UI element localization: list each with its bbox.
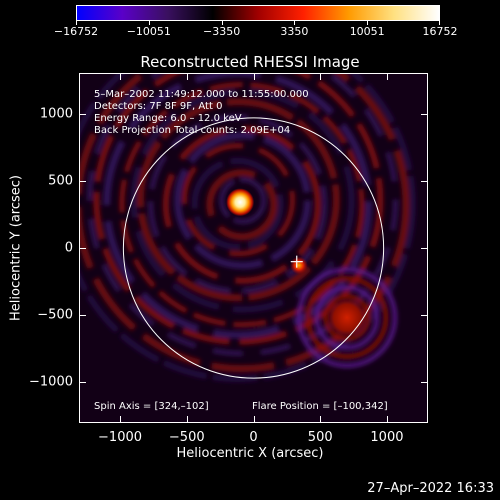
tertiary-source bbox=[324, 295, 369, 340]
ripple-ring bbox=[93, 74, 384, 345]
spin-axis-marker bbox=[290, 255, 303, 268]
x-tick-label: −1000 bbox=[98, 430, 143, 445]
ripple-ring bbox=[80, 74, 416, 382]
timestamp: 27–Apr–2022 16:33 bbox=[367, 481, 494, 496]
x-tick bbox=[186, 74, 188, 80]
x-tick bbox=[253, 416, 255, 422]
ripple-ring bbox=[119, 82, 365, 328]
colorbar-tick bbox=[294, 21, 296, 25]
colorbar bbox=[76, 5, 440, 21]
ripple-ring bbox=[174, 132, 312, 270]
y-tick-label: −1000 bbox=[29, 374, 73, 390]
y-tick-label: 0 bbox=[64, 240, 73, 256]
colorbar-tick bbox=[367, 21, 369, 25]
ripple-ring bbox=[148, 114, 328, 294]
y-tick bbox=[421, 248, 427, 249]
ripple-ring bbox=[136, 98, 340, 302]
x-tick bbox=[320, 74, 322, 80]
solar-limb bbox=[122, 117, 385, 379]
y-tick bbox=[80, 114, 86, 116]
time-range-text: 5–Mar–2002 11:49:12.000 to 11:55:00.000 bbox=[94, 89, 309, 100]
ripple-ring bbox=[80, 74, 410, 373]
colorbar-tick-label: −10051 bbox=[126, 25, 171, 38]
y-tick bbox=[421, 381, 427, 383]
x-tick-label: −500 bbox=[168, 430, 205, 445]
x-tick bbox=[253, 74, 255, 80]
detectors-text: Detectors: 7F 8F 9F, Att 0 bbox=[94, 101, 223, 112]
method-counts-text: Back Projection Total counts: 2.09E+04 bbox=[94, 125, 291, 136]
heatmap-image bbox=[80, 74, 427, 422]
y-tick-label: −500 bbox=[37, 307, 73, 323]
secondary-source bbox=[289, 256, 308, 275]
y-tick-label: 1000 bbox=[39, 106, 73, 122]
y-tick-label: 500 bbox=[48, 173, 73, 189]
y-tick bbox=[80, 181, 86, 183]
flare-position-text: Flare Position = [–100,342] bbox=[252, 401, 388, 412]
colorbar-tick bbox=[148, 21, 150, 25]
x-tick bbox=[120, 74, 122, 80]
plot-title: Reconstructed RHESSI Image bbox=[140, 53, 360, 71]
ripple-ring bbox=[219, 177, 267, 225]
spin-axis-text: Spin Axis = [324,–102] bbox=[94, 401, 209, 412]
y-tick bbox=[80, 314, 86, 316]
x-tick-label: 0 bbox=[249, 430, 258, 445]
y-tick bbox=[421, 181, 427, 183]
ripple-ring bbox=[191, 157, 284, 250]
y-tick bbox=[421, 314, 427, 316]
colorbar-tick-label: 10051 bbox=[349, 25, 385, 38]
ripple-ring bbox=[314, 285, 380, 351]
ripple-ring bbox=[181, 143, 295, 257]
colorbar-tick-label: 16752 bbox=[422, 25, 458, 38]
ripple-ring bbox=[103, 74, 373, 339]
x-tick bbox=[386, 74, 388, 80]
ripple-ring bbox=[130, 88, 355, 313]
x-tick bbox=[186, 416, 188, 422]
ripple-ring bbox=[305, 276, 389, 360]
colorbar-tick bbox=[221, 21, 223, 25]
energy-range-text: Energy Range: 6.0 – 12.0 keV bbox=[94, 113, 242, 124]
x-tick bbox=[386, 416, 388, 422]
x-tick bbox=[320, 416, 322, 422]
x-tick bbox=[120, 416, 122, 422]
flare-source bbox=[226, 188, 255, 217]
colorbar-tick-label: −3350 bbox=[202, 25, 241, 38]
y-tick bbox=[80, 381, 86, 383]
y-tick bbox=[80, 248, 86, 249]
y-tick bbox=[421, 114, 427, 116]
colorbar-tick-label: −16752 bbox=[53, 25, 99, 38]
colorbar-tick-label: 3350 bbox=[280, 25, 309, 38]
x-tick-label: 500 bbox=[307, 430, 333, 445]
heatmap-plot bbox=[79, 73, 428, 423]
ripple-ring bbox=[206, 169, 278, 241]
colorbar-tick bbox=[439, 21, 440, 25]
ripple-ring bbox=[296, 267, 398, 369]
x-tick-label: 1000 bbox=[370, 430, 404, 445]
y-axis-label: Heliocentric Y (arcsec) bbox=[8, 175, 24, 321]
x-axis-label: Heliocentric X (arcsec) bbox=[176, 446, 324, 461]
colorbar-tick bbox=[76, 21, 77, 25]
ripple-ring bbox=[87, 74, 399, 356]
ripple-ring bbox=[162, 125, 321, 284]
